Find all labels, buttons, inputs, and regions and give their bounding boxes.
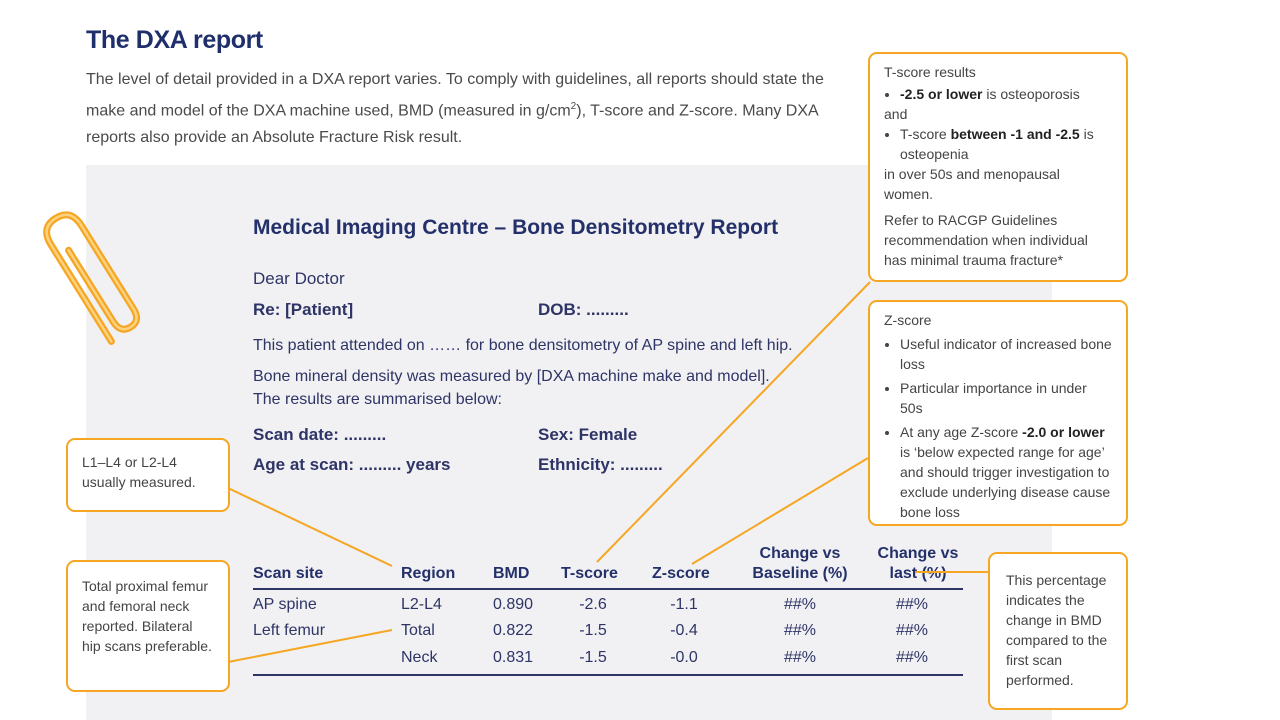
callout-l1l4: L1–L4 or L2-L4 usually measured. [66, 438, 230, 512]
cell-z-score: -0.0 [670, 649, 698, 666]
tscore-refer: Refer to RACGP Guidelines recommendation… [884, 212, 1088, 268]
cell-change-last: ##% [895, 596, 929, 613]
cell-t-score: -2.6 [579, 596, 607, 613]
patient-label: Re: [Patient] [253, 300, 354, 319]
tscore-bullet-1-text: is osteoporosis [982, 86, 1080, 102]
page-title: The DXA report [86, 26, 263, 54]
cell-region: L2-L4 [401, 596, 442, 613]
callout-zscore: Z-score Useful indicator of increased bo… [868, 300, 1128, 526]
salutation: Dear Doctor [253, 269, 345, 288]
callout-l1l4-text: L1–L4 or L2-L4 usually measured. [82, 454, 196, 490]
cell-change-baseline: ##% [783, 596, 817, 613]
cell-z-score: -0.4 [670, 622, 698, 639]
intro-text-2: ), T-score and Z-score. Many DXA reports… [86, 102, 818, 147]
zscore-bullet-3-pre: At any age Z-score [900, 424, 1023, 440]
header-change-baseline-l2: Baseline (%) [752, 565, 848, 582]
header-scan-site: Scan site [253, 565, 324, 582]
callout-tscore-title: T-score results [884, 64, 976, 80]
cell-change-last: ##% [895, 622, 929, 639]
table-header-rule [253, 588, 963, 590]
zscore-bullet-2: Particular importance in under 50s [900, 378, 1112, 418]
cell-change-baseline: ##% [783, 649, 817, 666]
callout-percentage: This percentage indicates the change in … [988, 552, 1128, 710]
intro-paragraph: The level of detail provided in a DXA re… [86, 66, 846, 151]
cell-site: AP spine [253, 596, 317, 613]
callout-femur: Total proximal femur and femoral neck re… [66, 560, 230, 692]
cell-site: Left femur [253, 622, 326, 639]
header-region: Region [401, 565, 456, 582]
zscore-bullet-3: At any age Z-score -2.0 or lower is ‘bel… [900, 422, 1112, 522]
ethnicity-label: Ethnicity: ......... [538, 455, 663, 474]
cell-bmd: 0.822 [493, 622, 534, 639]
tscore-bullet-2: T-score between -1 and -2.5 is osteopeni… [900, 124, 1112, 164]
callout-femur-text: Total proximal femur and femoral neck re… [82, 578, 212, 654]
header-change-baseline: Change vs Baseline (%) [740, 544, 860, 584]
cell-z-score: -1.1 [670, 596, 698, 613]
tscore-bullet-2-bold: between -1 and -2.5 [950, 126, 1080, 142]
paperclip-icon [43, 211, 141, 345]
header-z-score: Z-score [652, 565, 710, 582]
age-label: Age at scan: ......... years [253, 455, 451, 474]
tscore-bullet-2-text: is osteopenia [900, 126, 1094, 162]
header-change-last-l2: last (%) [889, 565, 947, 582]
table-bottom-rule [253, 674, 963, 676]
cell-change-baseline: ##% [783, 622, 817, 639]
scan-date-label: Scan date: ......... [253, 425, 387, 444]
dob-label: DOB: ......... [538, 300, 629, 319]
report-title: Medical Imaging Centre – Bone Densitomet… [253, 216, 779, 239]
header-bmd: BMD [493, 565, 530, 582]
cell-region: Total [401, 622, 435, 639]
tscore-bullet-1-bold: -2.5 or lower [900, 86, 983, 102]
cell-t-score: -1.5 [579, 649, 607, 666]
header-change-last-l1: Change vs [877, 545, 959, 562]
cell-bmd: 0.831 [493, 649, 534, 666]
zscore-bullet-3-text: is ‘below expected range for age’ and sh… [900, 444, 1111, 520]
header-t-score: T-score [561, 565, 618, 582]
callout-zscore-title: Z-score [884, 312, 932, 328]
callout-percentage-text: This percentage indicates the change in … [1006, 572, 1108, 688]
cell-t-score: -1.5 [579, 622, 607, 639]
cell-bmd: 0.890 [493, 596, 534, 613]
callout-tscore: T-score results -2.5 or lower is osteopo… [868, 52, 1128, 282]
header-change-last: Change vs last (%) [862, 544, 974, 584]
tscore-tail: in over 50s and menopausal women. [884, 166, 1060, 202]
zscore-bullet-3-bold: -2.0 or lower [1022, 424, 1105, 440]
zscore-bullet-1: Useful indicator of increased bone loss [900, 334, 1112, 374]
tscore-bullet-1: -2.5 or lower is osteoporosis [900, 84, 1112, 104]
intro-text-1: The level of detail provided in a DXA re… [86, 71, 824, 120]
header-change-baseline-l1: Change vs [759, 545, 841, 562]
sex-label: Sex: Female [538, 425, 638, 444]
cell-change-last: ##% [895, 649, 929, 666]
cell-region: Neck [401, 649, 438, 666]
attended-text: This patient attended on …… for bone den… [253, 337, 793, 354]
measured-text-1: Bone mineral density was measured by [DX… [253, 368, 770, 385]
measured-text-2: The results are summarised below: [253, 391, 502, 408]
tscore-bullet-2-pre: T-score [900, 126, 951, 142]
tscore-and: and [884, 106, 908, 122]
intro-superscript: 2 [570, 101, 577, 112]
